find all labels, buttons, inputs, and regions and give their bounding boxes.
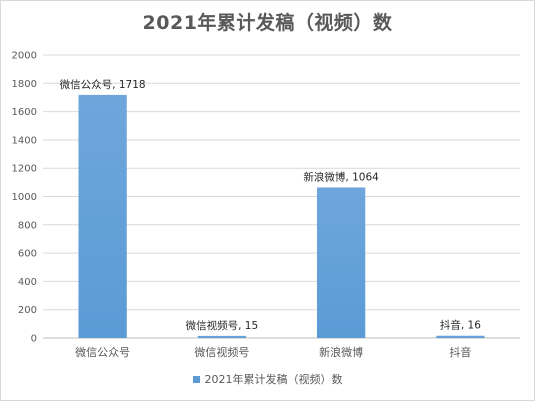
y-tick-label: 400 [18,277,37,288]
y-tick-label: 600 [18,249,37,260]
category-label: 新浪微博 [319,345,363,359]
y-tick-label: 1600 [12,107,37,118]
category-label: 微信公众号 [75,345,130,359]
legend-label: 2021年累计发稿（视频）数 [204,373,343,386]
legend-swatch [192,375,200,383]
y-tick-label: 1400 [12,135,37,146]
y-tick-label: 200 [18,305,37,316]
data-label: 抖音, 16 [440,319,481,332]
bar [197,335,247,338]
y-tick-label: 1200 [12,164,37,175]
bars [78,94,485,338]
bar [316,187,366,338]
chart-title: 2021年累计发稿（视频）数 [142,12,393,34]
y-tick-label: 800 [18,220,37,231]
y-tick-label: 1800 [12,79,37,90]
y-axis-ticks: 0 200 400 600 800 1000 1200 1400 1600 1800 2000 [12,51,37,345]
bar [78,94,127,338]
legend: 2021年累计发稿（视频）数 [0,371,535,387]
bar [436,335,485,338]
category-label: 抖音 [449,345,471,359]
category-label: 微信视频号 [194,345,249,359]
y-tick-label: 1000 [12,192,37,203]
y-tick-label: 2000 [12,51,37,62]
data-label: 微信视频号, 15 [186,319,259,332]
y-tick-label: 0 [31,334,37,345]
data-labels: 微信公众号, 1718 微信视频号, 15 新浪微博, 1064 抖音, 16 [60,78,482,332]
data-label: 微信公众号, 1718 [60,78,146,91]
data-label: 新浪微博, 1064 [303,170,379,183]
x-axis-categories: 微信公众号 微信视频号 新浪微博 抖音 [75,345,471,359]
